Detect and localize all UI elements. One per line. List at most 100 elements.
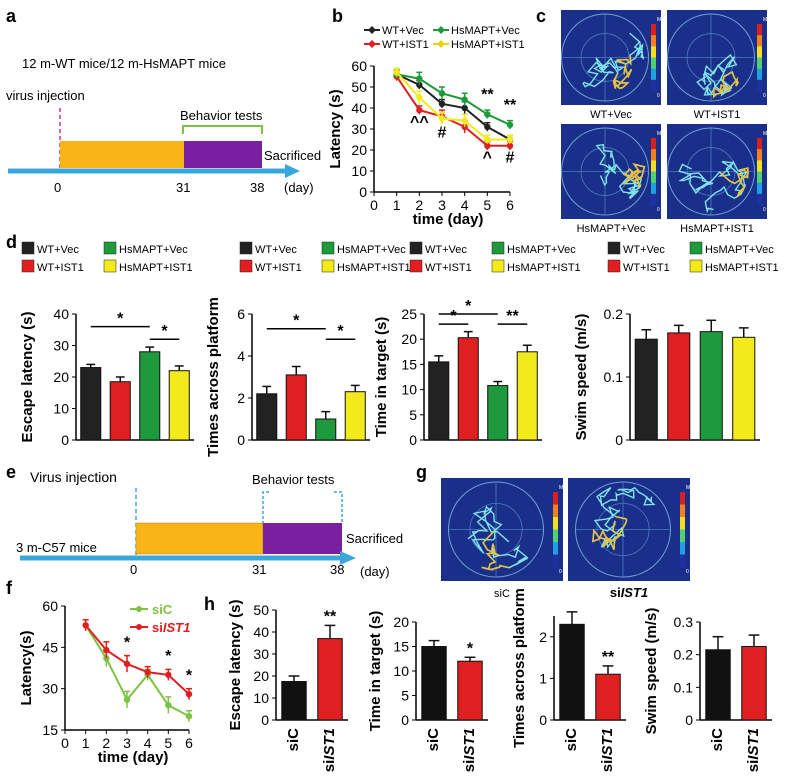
color-scale-max: MAX — [657, 131, 669, 137]
significance-mark: * — [161, 323, 168, 340]
series-line — [396, 73, 511, 126]
panel-a-t0: 0 — [54, 180, 61, 195]
legend-d-label: WT+Vec — [37, 244, 79, 256]
legend-d-label: WT+IST1 — [623, 262, 670, 274]
timeline-purple-bar — [184, 141, 262, 168]
y-tick-label: 0 — [237, 432, 245, 448]
color-scale-segment — [680, 517, 685, 530]
data-point — [484, 123, 491, 131]
color-scale-segment — [757, 138, 762, 150]
swim-track-hot — [612, 54, 633, 90]
significance-mark: * — [165, 648, 172, 665]
y-axis-label: Times across platform — [511, 588, 528, 748]
bar — [317, 638, 343, 721]
y-axis-label: Latency (s) — [327, 89, 344, 168]
bar — [285, 374, 307, 441]
y-tick-label: 10 — [253, 690, 269, 706]
legend-d-swatch — [103, 259, 117, 273]
significance-mark: * — [337, 323, 344, 340]
y-tick-label: 5 — [409, 407, 417, 423]
panel-a-injection-label: virus injection — [6, 88, 85, 103]
data-point — [103, 646, 110, 654]
panel-a-behavior-label: Behavior tests — [180, 108, 263, 123]
bar — [667, 332, 691, 441]
behavior-bracket — [182, 125, 263, 134]
color-scale-segment — [651, 149, 656, 161]
heatmap-label: WT+Vec — [590, 109, 632, 121]
heatmap-label-gene: IST1 — [621, 585, 648, 600]
y-tick-label: 0 — [359, 184, 367, 200]
y-tick-label: 60 — [42, 598, 58, 614]
x-tick-label: siC — [709, 728, 726, 752]
heatmap-label: HsMAPT+IST1 — [680, 223, 754, 235]
color-scale-segment — [553, 492, 558, 505]
x-tick-label-prefix: si — [321, 760, 338, 773]
swim-track-hot — [591, 515, 628, 551]
swim-track-hot — [481, 531, 510, 571]
legend-d-swatch — [491, 259, 505, 273]
legend-d-swatch — [491, 241, 505, 255]
legend-marker-hs-ist1 — [437, 40, 445, 48]
legend-d-swatch — [409, 241, 423, 255]
chart-h4: 0 0.1 0.2 0.3 Swim speed (m/s) siC siIST1 — [643, 608, 772, 772]
panel-label-a: a — [6, 6, 17, 26]
x-tick-label: 4 — [144, 735, 152, 751]
timeline-purple-bar-e — [263, 523, 342, 554]
color-scale-segment — [651, 160, 656, 172]
legend-d-label: HsMAPT+IST1 — [705, 262, 779, 274]
legend-d-label: HsMAPT+IST1 — [507, 262, 581, 274]
y-axis-label: Time in target (s) — [373, 317, 390, 438]
color-scale-min: 0 — [763, 207, 766, 213]
bar — [281, 681, 307, 721]
color-scale-max: MAX — [763, 17, 775, 23]
significance-mark: ** — [324, 608, 337, 625]
significance-mark: ** — [481, 87, 494, 104]
x-axis-label: time (day) — [98, 749, 169, 766]
data-point — [461, 96, 468, 103]
timeline-orange-bar — [60, 141, 184, 168]
panel-a-timeline: 12 m-WT mice/12 m-HsMAPT mice virus inje… — [6, 56, 321, 195]
data-point — [123, 696, 131, 703]
significance-mark: * — [465, 298, 472, 315]
panel-a-t38: 38 — [250, 180, 264, 195]
x-tick-label-gene: IST1 — [321, 728, 338, 760]
legend-d-swatch — [689, 241, 703, 255]
y-tick-label: 20 — [253, 668, 269, 684]
x-tick-label: 6 — [506, 197, 514, 213]
data-point — [461, 104, 468, 112]
x-tick-label: 5 — [164, 735, 172, 751]
y-tick-label: 0.2 — [674, 647, 694, 663]
legend-f-si-prefix: si — [152, 620, 163, 635]
panel-f-legend: siC siIST1 — [130, 602, 190, 635]
color-scale-segment — [757, 193, 762, 206]
panel-e-title: 3 m-C57 mice — [16, 540, 97, 555]
color-scale-segment — [757, 35, 762, 47]
panel-label-h: h — [204, 594, 215, 614]
y-tick-label: 20 — [401, 331, 417, 347]
color-scale-segment — [757, 182, 762, 195]
y-axis-label: Escape latency (s) — [19, 312, 36, 443]
y-tick-label: 30 — [53, 338, 69, 354]
y-tick-label: 30 — [42, 681, 58, 697]
timeline-arrow-head-e — [340, 551, 356, 565]
y-axis-label: Escape latency (s) — [227, 600, 244, 731]
data-point — [416, 106, 423, 114]
color-scale-segment — [651, 182, 656, 195]
y-tick-label: 20 — [351, 142, 367, 158]
bar — [256, 393, 278, 441]
color-scale-max: MAX — [686, 485, 698, 491]
panel-label-c: c — [536, 6, 546, 26]
timeline-orange-bar-e — [135, 522, 264, 555]
legend-d-label: HsMAPT+IST1 — [119, 262, 193, 274]
color-scale-segment — [553, 542, 558, 555]
timeline-arrow-head — [285, 164, 300, 178]
panel-b-legend: WT+Vec HsMAPT+Vec WT+IST1 HsMAPT+IST1 — [364, 25, 525, 51]
legend-d-label: WT+IST1 — [37, 262, 84, 274]
significance-mark: * — [450, 308, 457, 325]
panel-label-d: d — [6, 232, 17, 252]
bar — [139, 351, 161, 441]
color-scale-min: 0 — [686, 569, 689, 575]
y-tick-label: 30 — [253, 646, 269, 662]
x-axis-label: time (day) — [413, 211, 484, 228]
